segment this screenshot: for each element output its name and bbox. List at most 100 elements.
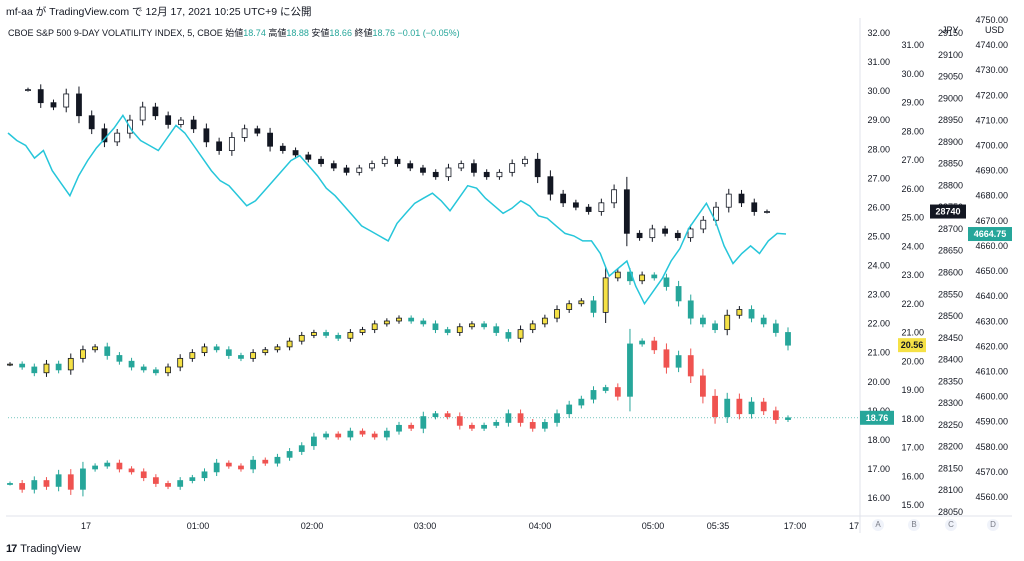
candle-body (19, 483, 26, 490)
candle-body (201, 346, 208, 354)
candle-body (764, 211, 770, 213)
axis-c-tick: 28950 (938, 115, 963, 125)
axis-b-tick: 31.00 (901, 40, 924, 50)
candle-body (663, 349, 670, 368)
candle-body (578, 300, 585, 305)
axis-c-button[interactable]: C (945, 519, 957, 531)
candle-body (250, 352, 257, 359)
axis-d-tick: 4580.00 (975, 442, 1008, 452)
candle-body (140, 471, 147, 479)
candle-body (496, 171, 503, 178)
candle-body (560, 193, 567, 204)
candle-body (627, 343, 633, 397)
axis-c-tick: 28400 (938, 355, 963, 365)
candle-body (623, 189, 630, 234)
candle-body (675, 286, 682, 302)
axis-d-tick: 4590.00 (975, 417, 1008, 427)
legend-low-label: 安値 (311, 28, 330, 38)
tradingview-brand[interactable]: TradingView (20, 543, 81, 555)
axis-d-tick: 4560.00 (975, 492, 1008, 502)
candle-body (639, 340, 646, 345)
axis-b-tick: 30.00 (901, 69, 924, 79)
candle-body (371, 323, 378, 331)
candle-body (50, 102, 57, 108)
candle-body (262, 349, 269, 354)
candle-body (785, 417, 791, 420)
axis-c-tick: 28600 (938, 268, 963, 278)
axis-b-button[interactable]: B (908, 519, 920, 531)
candle-body (611, 189, 618, 204)
price-badge-d (968, 227, 1012, 242)
candle-body (55, 363, 62, 371)
candle-body (469, 424, 475, 429)
axis-a-button[interactable]: A (872, 519, 884, 531)
time-axis-tick: 17 (849, 521, 859, 531)
candle-body (396, 317, 402, 322)
publish-header: mf-aa が TradingView.com で 12月 17, 2021 1… (0, 0, 1024, 20)
candle-body (444, 413, 451, 418)
axis-d-tick: 4620.00 (975, 341, 1008, 351)
candle-body (190, 119, 197, 130)
candle-body (37, 89, 44, 104)
candle-body (241, 128, 248, 138)
candle-body (687, 228, 694, 239)
candle-body (505, 332, 512, 339)
candle-body (529, 422, 536, 429)
candle-body (509, 163, 516, 173)
candle-body (505, 413, 512, 423)
candle-body (432, 413, 439, 418)
candle-body (335, 433, 342, 438)
candle-body (31, 366, 38, 374)
axis-c-tick: 29150 (938, 28, 963, 38)
footer: 17 TradingView (6, 540, 81, 558)
tradingview-logo: 17 (6, 543, 17, 555)
time-axis-tick: 17 (81, 521, 91, 531)
candle-body (420, 167, 426, 173)
axis-d-button[interactable]: D (987, 519, 999, 531)
candle-body (444, 329, 451, 333)
axis-b-tick: 19.00 (901, 385, 924, 395)
axis-d-tick: 4730.00 (975, 65, 1008, 75)
axis-c-tick: 28450 (938, 333, 963, 343)
price-chart[interactable]: 32.00 31.00 30.00 29.00 28.00 27.00 26.00 25.00… (0, 0, 1024, 540)
candle-body (602, 277, 609, 313)
axis-a-tick: 26.00 (867, 202, 890, 212)
axis-c-tick: 28300 (938, 398, 963, 408)
candle-body (343, 167, 350, 173)
candle-body (311, 436, 317, 447)
candle-body (80, 468, 86, 490)
candle-body (687, 355, 694, 377)
candle-body (420, 416, 427, 429)
candle-body (636, 232, 643, 239)
axis-d-tick: 4740.00 (975, 40, 1008, 50)
candle-body (687, 300, 694, 319)
candle-body (614, 387, 621, 397)
axis-a-tick: 21.00 (867, 348, 890, 358)
axis-a-tick: 25.00 (867, 231, 890, 241)
candle-body (748, 309, 755, 319)
axis-c-tick: 28350 (938, 376, 963, 386)
candle-body (602, 387, 609, 391)
candle-body (408, 424, 415, 429)
candle-body (712, 395, 718, 418)
legend-symbol: CBOE S&P 500 9-DAY VOLATILITY INDEX, 5, … (8, 28, 223, 38)
candle-body (279, 145, 286, 151)
candle-body (55, 474, 62, 487)
time-axis-tick: 02:00 (301, 521, 324, 531)
candle-body (590, 300, 597, 313)
candle-body (383, 430, 390, 438)
candle-body (432, 171, 439, 178)
candle-body (43, 480, 50, 487)
candle-body (228, 137, 235, 151)
candle-body (662, 228, 668, 234)
candle-body (177, 119, 184, 125)
candle-body (92, 346, 98, 351)
axis-c-tick: 28550 (938, 289, 963, 299)
axis-d-tick: 4650.00 (975, 266, 1008, 276)
candle-body (152, 106, 159, 117)
candle-body (534, 158, 541, 178)
candle-body (738, 193, 745, 204)
axis-d-tick: 4660.00 (975, 241, 1008, 251)
candle-body (772, 410, 779, 420)
axis-c-tick: 28700 (938, 224, 963, 234)
